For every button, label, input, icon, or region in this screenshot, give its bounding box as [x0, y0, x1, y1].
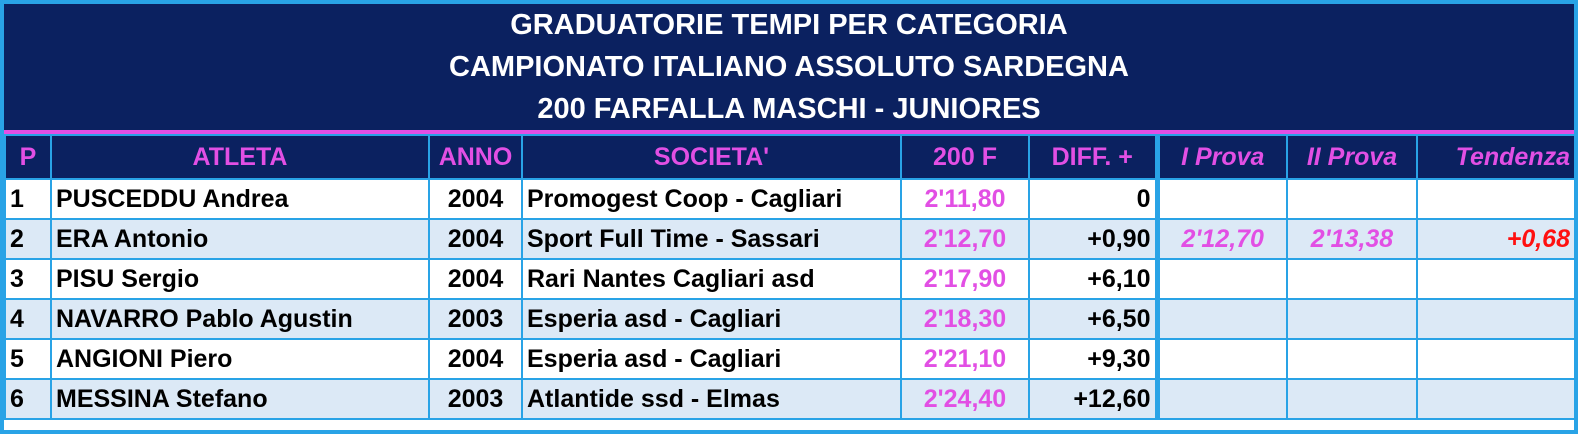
cell-societa: Sport Full Time - Sassari	[521, 218, 902, 260]
cell-diff: +6,50	[1028, 298, 1160, 340]
cell-p: 3	[4, 258, 52, 300]
cell-p: 1	[4, 178, 52, 220]
cell-anno: 2004	[428, 178, 523, 220]
cell-diff: +0,90	[1028, 218, 1160, 260]
cell-atleta: NAVARRO Pablo Agustin	[50, 298, 430, 340]
cell-atleta: MESSINA Stefano	[50, 378, 430, 420]
cell-atleta: PUSCEDDU Andrea	[50, 178, 430, 220]
cell-tempo: 2'24,40	[900, 378, 1030, 420]
cell-tempo: 2'17,90	[900, 258, 1030, 300]
empty-cell	[1156, 178, 1288, 220]
table-row: 3 PISU Sergio 2004 Rari Nantes Cagliari asd…	[4, 258, 1576, 300]
cell-anno: 2004	[428, 258, 523, 300]
cell-prova1: 2'12,70	[1156, 218, 1288, 260]
title-line: GRADUATORIE TEMPI PER CATEGORIA	[510, 9, 1068, 41]
cell-p: 2	[4, 218, 52, 260]
column-header: II Prova	[1286, 134, 1418, 180]
empty-cell	[1156, 298, 1288, 340]
empty-cell	[1416, 378, 1576, 420]
empty-cell	[1416, 298, 1576, 340]
cell-anno: 2003	[428, 378, 523, 420]
cell-societa: Atlantide ssd - Elmas	[521, 378, 902, 420]
cell-p: 6	[4, 378, 52, 420]
cell-societa: Rari Nantes Cagliari asd	[521, 258, 902, 300]
table-body: 1 PUSCEDDU Andrea 2004 Promogest Coop - Cag…	[4, 178, 1576, 420]
column-header: Tendenza	[1416, 134, 1576, 180]
cell-atleta: PISU Sergio	[50, 258, 430, 300]
cell-anno: 2003	[428, 298, 523, 340]
empty-cell	[1416, 178, 1576, 220]
cell-anno: 2004	[428, 338, 523, 380]
cell-diff: +6,10	[1028, 258, 1160, 300]
cell-tempo: 2'18,30	[900, 298, 1030, 340]
cell-tempo: 2'21,10	[900, 338, 1030, 380]
empty-cell	[1286, 298, 1418, 340]
column-header: ANNO	[428, 134, 523, 180]
cell-tendenza: +0,68	[1416, 218, 1576, 260]
empty-cell	[1156, 378, 1288, 420]
empty-cell	[1416, 258, 1576, 300]
empty-cell	[1286, 178, 1418, 220]
cell-diff: +12,60	[1028, 378, 1160, 420]
column-header: 200 F	[900, 134, 1030, 180]
title-line: 200 FARFALLA MASCHI - JUNIORES	[537, 93, 1041, 125]
header-row: P ATLETA ANNO SOCIETA' 200 F DIFF. + I Prova II…	[4, 134, 1576, 180]
empty-cell	[1156, 258, 1288, 300]
cell-p: 5	[4, 338, 52, 380]
cell-tempo: 2'11,80	[900, 178, 1030, 220]
empty-cell	[1416, 338, 1576, 380]
table-row: 2 ERA Antonio 2004 Sport Full Time - Sassar…	[4, 218, 1576, 260]
column-header: SOCIETA'	[521, 134, 902, 180]
cell-anno: 2004	[428, 218, 523, 260]
cell-societa: Promogest Coop - Cagliari	[521, 178, 902, 220]
cell-societa: Esperia asd - Cagliari	[521, 298, 902, 340]
cell-societa: Esperia asd - Cagliari	[521, 338, 902, 380]
empty-cell	[1286, 258, 1418, 300]
cell-tempo: 2'12,70	[900, 218, 1030, 260]
table-row: 6 MESSINA Stefano 2003 Atlantide ssd - Elma…	[4, 378, 1576, 420]
table-row: 1 PUSCEDDU Andrea 2004 Promogest Coop - Cag…	[4, 178, 1576, 220]
column-header: ATLETA	[50, 134, 430, 180]
empty-cell	[1286, 378, 1418, 420]
column-header: DIFF. +	[1028, 134, 1160, 180]
cell-atleta: ERA Antonio	[50, 218, 430, 260]
cell-diff: 0	[1028, 178, 1160, 220]
cell-atleta: ANGIONI Piero	[50, 338, 430, 380]
title-line: CAMPIONATO ITALIANO ASSOLUTO SARDEGNA	[449, 51, 1129, 83]
cell-diff: +9,30	[1028, 338, 1160, 380]
table-row: 4 NAVARRO Pablo Agustin 2003 Esperia asd - …	[4, 298, 1576, 340]
column-header: P	[4, 134, 52, 180]
empty-cell	[1286, 338, 1418, 380]
cell-p: 4	[4, 298, 52, 340]
cell-prova2: 2'13,38	[1286, 218, 1418, 260]
empty-cell	[1156, 338, 1288, 380]
title-block: GRADUATORIE TEMPI PER CATEGORIA CAMPIONA…	[4, 4, 1574, 134]
table-row: 5 ANGIONI Piero 2004 Esperia asd - Cagliari…	[4, 338, 1576, 380]
column-header: I Prova	[1156, 134, 1288, 180]
results-table: P ATLETA ANNO SOCIETA' 200 F DIFF. + I Prova II…	[4, 134, 1576, 420]
